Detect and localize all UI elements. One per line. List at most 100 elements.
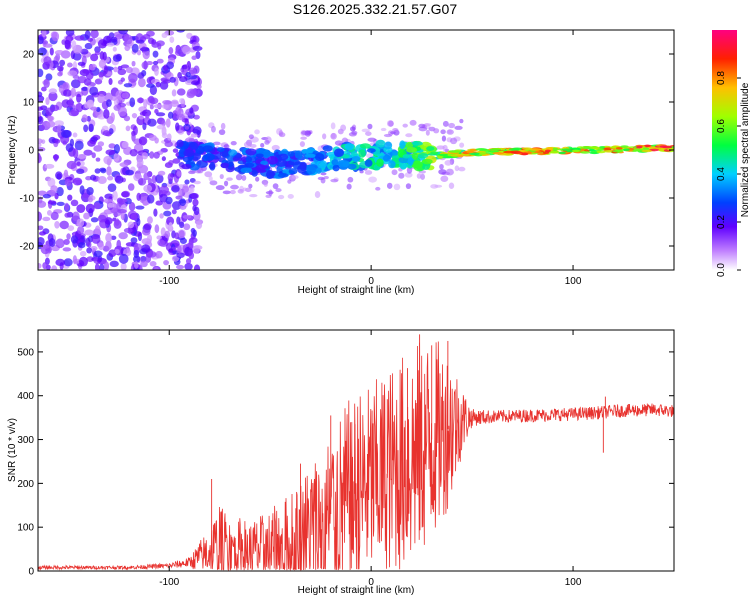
noise-blob bbox=[98, 59, 107, 69]
noise-blob bbox=[291, 175, 299, 180]
ridge-cell bbox=[545, 146, 554, 150]
noise-blob bbox=[43, 78, 50, 89]
noise-blob bbox=[45, 107, 54, 116]
noise-blob bbox=[79, 185, 85, 195]
noise-blob bbox=[161, 156, 166, 162]
y-tick-label: -10 bbox=[20, 194, 35, 205]
noise-blob bbox=[212, 141, 221, 146]
noise-blob bbox=[121, 92, 129, 99]
noise-blob bbox=[185, 71, 191, 78]
noise-blob bbox=[182, 45, 191, 55]
ridge-cell bbox=[422, 158, 433, 165]
noise-blob bbox=[103, 155, 113, 165]
noise-blob bbox=[83, 149, 93, 156]
y-tick-label: -20 bbox=[20, 242, 35, 253]
noise-blob bbox=[91, 152, 96, 159]
noise-blob bbox=[42, 262, 48, 270]
noise-blob bbox=[118, 253, 129, 264]
noise-blob bbox=[375, 186, 381, 191]
noise-blob bbox=[67, 62, 73, 68]
noise-blob bbox=[191, 55, 197, 61]
noise-blob bbox=[459, 118, 464, 124]
noise-blob bbox=[58, 84, 64, 94]
ridge-cell bbox=[277, 173, 289, 178]
ridge-cell bbox=[521, 152, 529, 156]
noise-blob bbox=[161, 103, 169, 110]
ridge-cell bbox=[529, 148, 542, 151]
noise-blob bbox=[454, 125, 463, 130]
noise-blob bbox=[110, 112, 115, 122]
ridge-cell bbox=[287, 151, 295, 157]
noise-blob bbox=[196, 84, 202, 90]
noise-blob bbox=[254, 129, 260, 135]
noise-blob bbox=[103, 198, 113, 204]
ridge-cell bbox=[256, 164, 266, 171]
noise-blob bbox=[71, 211, 80, 222]
noise-blob bbox=[50, 104, 60, 112]
noise-blob bbox=[192, 205, 197, 212]
noise-blob bbox=[125, 66, 133, 74]
noise-blob bbox=[93, 145, 103, 152]
noise-blob bbox=[77, 61, 86, 66]
ridge-cell bbox=[405, 141, 414, 149]
noise-blob bbox=[181, 64, 188, 70]
noise-blob bbox=[104, 209, 111, 215]
noise-blob bbox=[161, 132, 168, 139]
noise-blob bbox=[77, 226, 85, 235]
noise-blob bbox=[164, 141, 173, 148]
noise-blob bbox=[142, 49, 150, 60]
noise-blob bbox=[167, 111, 174, 119]
ridge-cell bbox=[647, 146, 658, 150]
noise-blob bbox=[116, 197, 123, 204]
noise-blob bbox=[85, 71, 94, 80]
ridge-cell bbox=[430, 151, 439, 155]
noise-blob bbox=[179, 237, 187, 244]
noise-blob bbox=[42, 194, 52, 199]
noise-blob bbox=[405, 133, 413, 138]
noise-blob bbox=[163, 210, 172, 217]
noise-blob bbox=[137, 178, 147, 186]
noise-blob bbox=[90, 30, 99, 39]
ridge-cell bbox=[181, 163, 192, 170]
noise-blob bbox=[94, 168, 101, 174]
ridge-cell bbox=[407, 156, 414, 166]
noise-blob bbox=[98, 242, 105, 251]
noise-blob bbox=[72, 255, 77, 265]
noise-blob bbox=[157, 239, 165, 247]
noise-blob bbox=[74, 140, 84, 151]
noise-blob bbox=[237, 188, 244, 194]
noise-blob bbox=[271, 144, 280, 151]
ridge-cell bbox=[492, 152, 504, 155]
noise-blob bbox=[159, 185, 170, 195]
ridge-cell bbox=[511, 151, 523, 155]
noise-blob bbox=[179, 98, 185, 104]
noise-blob bbox=[322, 133, 327, 140]
noise-blob bbox=[229, 189, 236, 195]
ridge-cell bbox=[251, 169, 258, 177]
noise-blob bbox=[88, 123, 94, 133]
noise-blob bbox=[90, 217, 99, 223]
noise-blob bbox=[241, 175, 247, 181]
noise-blob bbox=[97, 93, 106, 104]
noise-blob bbox=[409, 119, 417, 126]
ridge-cell bbox=[561, 148, 571, 151]
ridge-cell bbox=[314, 153, 325, 161]
noise-blob bbox=[136, 158, 144, 167]
noise-blob bbox=[76, 218, 85, 228]
noise-blob bbox=[179, 221, 185, 229]
noise-blob bbox=[167, 173, 174, 182]
ridge-cell bbox=[316, 160, 328, 169]
noise-blob bbox=[50, 185, 58, 193]
noise-blob bbox=[350, 126, 356, 132]
noise-blob bbox=[90, 136, 98, 142]
noise-blob bbox=[141, 244, 151, 253]
noise-blob bbox=[184, 262, 193, 270]
noise-blob bbox=[112, 46, 117, 52]
noise-blob bbox=[299, 141, 305, 147]
noise-blob bbox=[110, 36, 118, 43]
noise-blob bbox=[87, 241, 92, 248]
noise-blob bbox=[97, 39, 108, 49]
ridge-cell bbox=[644, 144, 651, 148]
y-tick-label: 400 bbox=[17, 391, 34, 402]
noise-blob bbox=[433, 128, 440, 134]
